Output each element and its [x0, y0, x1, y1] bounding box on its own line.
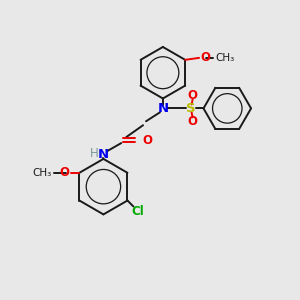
- Text: CH₃: CH₃: [32, 168, 52, 178]
- Text: O: O: [188, 89, 198, 102]
- Text: S: S: [186, 102, 195, 115]
- Text: Cl: Cl: [131, 205, 144, 218]
- Text: N: N: [98, 148, 109, 161]
- Text: O: O: [59, 166, 70, 179]
- Text: O: O: [142, 134, 152, 147]
- Text: N: N: [157, 102, 168, 115]
- Text: H: H: [90, 148, 99, 160]
- Text: O: O: [200, 51, 210, 64]
- Text: CH₃: CH₃: [215, 53, 234, 63]
- Text: O: O: [188, 115, 198, 128]
